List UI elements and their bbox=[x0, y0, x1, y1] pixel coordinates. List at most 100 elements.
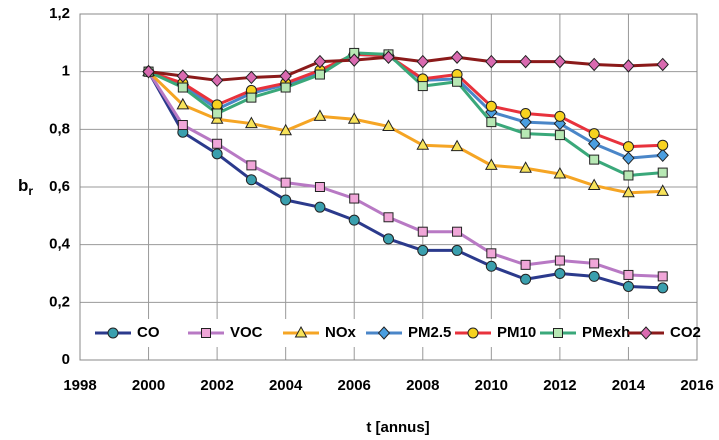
marker bbox=[484, 158, 498, 170]
marker bbox=[623, 269, 634, 280]
marker bbox=[211, 99, 223, 111]
marker bbox=[519, 54, 532, 69]
marker bbox=[280, 82, 291, 93]
x-tick-label: 1998 bbox=[63, 377, 96, 394]
marker bbox=[520, 259, 531, 270]
marker bbox=[450, 50, 464, 64]
marker bbox=[587, 178, 601, 191]
marker bbox=[280, 194, 292, 206]
marker bbox=[519, 115, 532, 129]
marker bbox=[622, 185, 635, 198]
marker bbox=[553, 328, 563, 338]
marker bbox=[623, 170, 634, 181]
legend-label: NOx bbox=[325, 324, 357, 341]
marker bbox=[177, 82, 188, 93]
marker bbox=[211, 148, 223, 160]
marker bbox=[107, 327, 119, 339]
x-tick-label: 2008 bbox=[406, 377, 439, 394]
marker bbox=[485, 100, 497, 112]
x-tick-label: 2006 bbox=[338, 377, 371, 394]
marker bbox=[485, 54, 498, 69]
y-tick-label: 1 bbox=[62, 63, 70, 80]
marker bbox=[347, 112, 361, 124]
marker bbox=[245, 70, 258, 85]
legend-label: PM10 bbox=[497, 324, 536, 341]
marker bbox=[520, 107, 532, 119]
marker bbox=[314, 201, 326, 213]
marker bbox=[520, 273, 532, 285]
marker bbox=[657, 282, 669, 294]
marker bbox=[382, 50, 395, 64]
marker bbox=[588, 270, 600, 282]
marker bbox=[553, 166, 567, 179]
marker bbox=[622, 59, 635, 73]
legend-label: PMexh bbox=[582, 324, 630, 341]
marker bbox=[657, 139, 669, 151]
marker bbox=[417, 81, 428, 92]
marker bbox=[554, 130, 565, 141]
marker bbox=[467, 327, 479, 339]
marker bbox=[294, 325, 308, 338]
marker bbox=[314, 69, 325, 80]
marker bbox=[246, 160, 257, 171]
legend-item: PM10 bbox=[455, 324, 536, 341]
marker bbox=[212, 108, 223, 119]
marker bbox=[348, 53, 361, 67]
legend-item: CO bbox=[95, 324, 160, 341]
marker bbox=[246, 92, 257, 103]
marker bbox=[622, 151, 635, 165]
marker bbox=[520, 128, 531, 139]
marker bbox=[656, 148, 669, 163]
series-line bbox=[147, 70, 663, 290]
marker bbox=[639, 326, 653, 340]
x-axis-label: t [annus] bbox=[366, 419, 429, 436]
legend-item: PMexh bbox=[540, 324, 630, 341]
y-tick-label: 0,2 bbox=[49, 293, 70, 310]
x-tick-label: 2012 bbox=[543, 377, 576, 394]
marker bbox=[176, 69, 190, 83]
marker bbox=[212, 138, 223, 149]
legend-label: CO bbox=[137, 324, 160, 341]
marker bbox=[622, 141, 634, 153]
marker bbox=[587, 137, 601, 151]
marker bbox=[589, 258, 600, 269]
legend-item: PM2.5 bbox=[366, 324, 451, 341]
legend-label: VOC bbox=[230, 324, 263, 341]
series-line bbox=[147, 70, 663, 195]
marker bbox=[313, 109, 327, 121]
y-tick-label: 0,6 bbox=[49, 178, 70, 195]
marker bbox=[486, 248, 497, 259]
marker bbox=[553, 54, 567, 69]
series-line bbox=[147, 70, 663, 278]
marker bbox=[377, 326, 391, 340]
marker bbox=[416, 54, 429, 69]
marker bbox=[554, 110, 566, 122]
marker bbox=[588, 128, 600, 140]
marker bbox=[589, 154, 600, 165]
marker bbox=[314, 182, 325, 192]
marker bbox=[349, 193, 360, 204]
marker bbox=[177, 120, 188, 131]
legend-item: CO2 bbox=[628, 324, 701, 341]
marker bbox=[554, 268, 566, 279]
marker bbox=[245, 116, 258, 129]
marker bbox=[451, 244, 463, 256]
marker bbox=[587, 57, 601, 72]
marker bbox=[486, 117, 497, 128]
marker bbox=[279, 69, 292, 83]
marker bbox=[417, 226, 428, 237]
x-tick-label: 2016 bbox=[680, 377, 713, 394]
series-line bbox=[148, 55, 663, 82]
series-line bbox=[148, 52, 663, 149]
legend-label: PM2.5 bbox=[408, 324, 451, 341]
y-axis-label-main: b bbox=[18, 176, 28, 195]
marker bbox=[656, 57, 669, 72]
marker bbox=[657, 271, 668, 282]
marker bbox=[383, 233, 394, 245]
marker bbox=[485, 260, 497, 272]
y-tick-label: 0,4 bbox=[49, 236, 71, 253]
plot-frame bbox=[79, 13, 698, 361]
series-line bbox=[147, 51, 663, 177]
y-tick-label: 0,8 bbox=[49, 120, 70, 137]
